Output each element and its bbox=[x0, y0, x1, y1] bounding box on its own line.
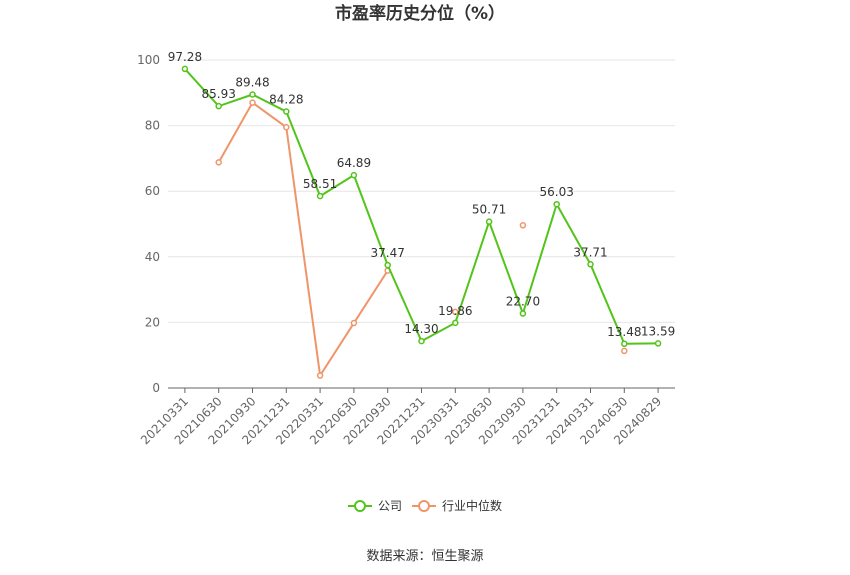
data-label: 19.86 bbox=[438, 304, 472, 318]
data-point[interactable] bbox=[316, 192, 324, 200]
data-point[interactable] bbox=[519, 222, 527, 229]
y-tick-label: 80 bbox=[145, 119, 160, 133]
source-note: 数据来源：恒生聚源 bbox=[366, 549, 483, 564]
data-label: 97.28 bbox=[168, 50, 202, 64]
data-label: 84.28 bbox=[269, 93, 303, 107]
x-axis: 2021033120210630202109302021123120220331… bbox=[138, 387, 675, 447]
data-label: 22.70 bbox=[506, 295, 540, 309]
data-point[interactable] bbox=[249, 91, 256, 98]
y-axis: 0 20 40 60 80 100 bbox=[137, 53, 160, 395]
data-label: 64.89 bbox=[337, 156, 371, 170]
data-point[interactable] bbox=[519, 310, 527, 317]
data-point[interactable] bbox=[350, 319, 358, 327]
data-point[interactable] bbox=[553, 200, 560, 208]
data-label: 14.30 bbox=[404, 322, 438, 336]
legend[interactable]: 公司 行业中位数 bbox=[348, 498, 502, 513]
data-point[interactable] bbox=[215, 159, 222, 166]
data-label: 89.48 bbox=[235, 76, 269, 90]
legend-item-company[interactable]: 公司 bbox=[348, 499, 402, 513]
y-tick-label: 20 bbox=[145, 315, 160, 329]
legend-label-company: 公司 bbox=[378, 499, 402, 513]
data-point[interactable] bbox=[350, 171, 358, 179]
legend-marker-industry-median bbox=[418, 500, 430, 512]
data-label: 37.71 bbox=[573, 245, 607, 259]
data-point[interactable] bbox=[654, 340, 662, 347]
data-label: 37.47 bbox=[371, 246, 405, 260]
series-company bbox=[181, 65, 662, 348]
y-tick-label: 100 bbox=[137, 53, 160, 67]
data-point[interactable] bbox=[418, 337, 425, 345]
data-point[interactable] bbox=[181, 65, 189, 73]
data-label: 56.03 bbox=[540, 185, 574, 199]
series-line bbox=[217, 101, 389, 379]
data-point[interactable] bbox=[283, 108, 290, 115]
series-industry-median bbox=[215, 99, 628, 379]
data-point[interactable] bbox=[621, 340, 628, 348]
data-point[interactable] bbox=[452, 308, 459, 316]
y-tick-label: 0 bbox=[152, 381, 160, 395]
data-point[interactable] bbox=[587, 261, 594, 268]
data-point[interactable] bbox=[215, 102, 222, 110]
chart-title: 市盈率历史分位（%） bbox=[335, 3, 505, 24]
data-label: 58.51 bbox=[303, 177, 337, 191]
data-point[interactable] bbox=[316, 372, 324, 379]
data-point[interactable] bbox=[384, 261, 391, 269]
grid-lines bbox=[168, 59, 675, 323]
data-label: 13.48 bbox=[607, 325, 641, 339]
legend-item-industry-median[interactable]: 行业中位数 bbox=[412, 498, 502, 513]
legend-label-industry-median: 行业中位数 bbox=[442, 498, 502, 513]
data-point[interactable] bbox=[485, 218, 493, 225]
data-label: 13.59 bbox=[641, 324, 675, 338]
y-tick-label: 60 bbox=[145, 184, 160, 198]
data-point[interactable] bbox=[621, 347, 628, 355]
data-point[interactable] bbox=[283, 123, 290, 131]
data-label: 50.71 bbox=[472, 203, 506, 217]
data-point[interactable] bbox=[452, 319, 459, 327]
legend-marker-company bbox=[354, 500, 366, 512]
data-label: 85.93 bbox=[202, 87, 236, 101]
series-line bbox=[184, 68, 659, 345]
y-tick-label: 40 bbox=[145, 250, 160, 264]
data-point[interactable] bbox=[249, 99, 256, 106]
